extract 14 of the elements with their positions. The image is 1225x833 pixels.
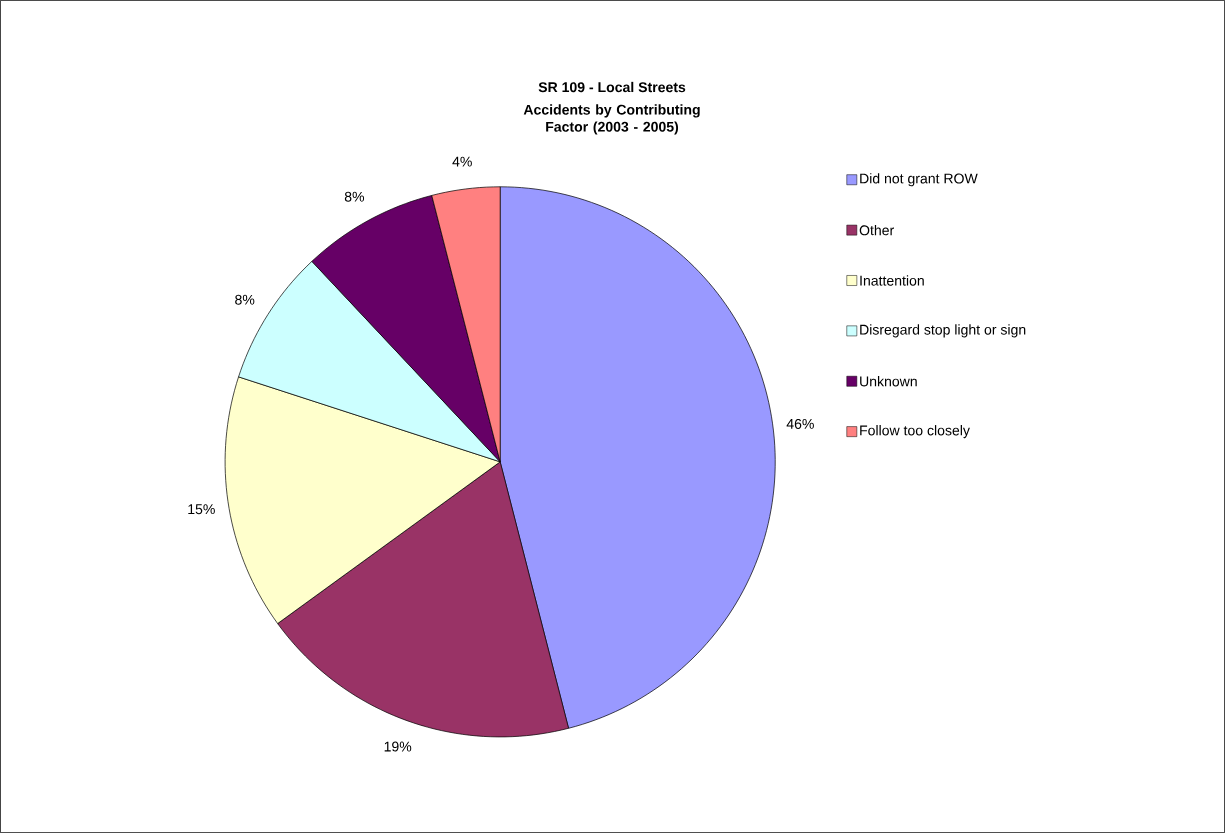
data-label: 19% [384,741,412,752]
legend-label: Unknown [860,376,917,387]
legend-label: Did not grant ROW [860,173,978,187]
legend-label: Other [859,224,894,236]
data-label: 4% [452,156,472,167]
data-label: 46% [786,418,814,429]
data-label: 15% [188,504,215,515]
legend-label: Follow too closely [860,425,970,439]
data-label: 8% [344,191,365,202]
legend-label: Disregard stop light or sign [860,324,1026,338]
legend-label: Inattention [860,275,924,286]
chart-subtitle: Accidents by Contributing Factor (2003 - 2005) [523,104,700,135]
chart-title: SR 109 - Local Streets [538,81,686,93]
data-label: 8% [235,294,255,305]
